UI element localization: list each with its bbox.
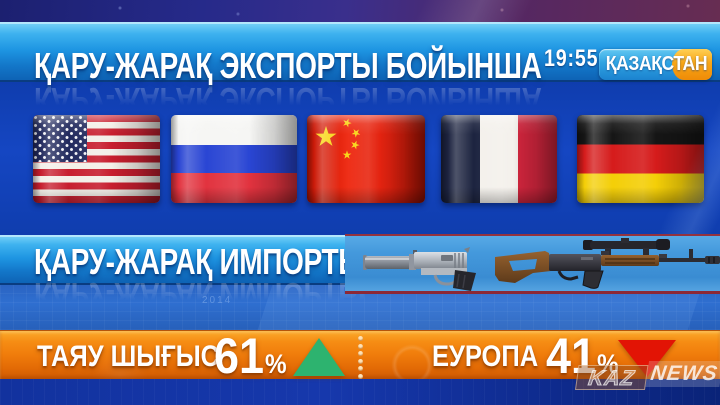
watermark-news: NEWS [645, 361, 720, 387]
flag-gloss [171, 115, 297, 203]
percent-sign: % [596, 349, 619, 379]
channel-logo-accent [672, 49, 712, 80]
usa-canton [33, 115, 87, 163]
stat-value-europe: 41 % [546, 331, 619, 381]
watermark-kaz: KAZ [574, 365, 649, 391]
clock: 19:55 [544, 45, 599, 72]
exports-title-reflection: ҚАРУ-ЖАРАҚ ЭКСПОРТЫ БОЙЫНША [34, 80, 542, 121]
imports-title: ҚАРУ-ЖАРАҚ ИМПОРТЫ [34, 241, 366, 282]
weapons-panel [345, 234, 720, 294]
flag-germany-icon [577, 115, 704, 203]
triangle-down-icon [618, 340, 676, 377]
dot [358, 336, 363, 341]
stat-number: 61 [214, 328, 265, 384]
dot [358, 351, 363, 357]
top-background-strip [0, 0, 720, 22]
dot [358, 343, 363, 349]
channel-logo-text: ҚАЗАҚСТАН [605, 53, 708, 75]
triangle-up-icon [293, 338, 345, 376]
percent-sign: % [264, 349, 287, 379]
imports-title-reflection: ҚАРУ-ЖАРАҚ ИМПОРТЫ [34, 275, 366, 316]
stat-value-middle-east: 61 % [214, 331, 287, 381]
flag-france-icon [441, 115, 557, 203]
sniper-rifle-icon [495, 238, 720, 289]
stats-bar: ТАЯУ ШЫҒЫС 61 % ЕУРОПА 41 % [0, 330, 720, 381]
flags-panel [0, 82, 720, 235]
dot [358, 366, 363, 372]
dots-separator [358, 336, 363, 379]
channel-logo: ҚАЗАҚСТАН [599, 49, 712, 80]
dot [358, 358, 363, 364]
flag-gloss [307, 115, 425, 203]
stat-number: 41 [546, 328, 597, 384]
flag-gloss [33, 115, 160, 203]
dot [358, 373, 363, 379]
flag-united-states-icon [33, 115, 160, 203]
kaznews-watermark: KAZ NEWS [574, 361, 720, 391]
stat-label-europe: ЕУРОПА [432, 340, 539, 373]
stat-label-middle-east: ТАЯУ ШЫҒЫС [37, 340, 220, 373]
background-texture-digits: 2014 [202, 295, 233, 306]
exports-title: ҚАРУ-ЖАРАҚ ЭКСПОРТЫ БОЙЫНША [34, 45, 542, 86]
flag-russia-icon [171, 115, 297, 203]
china-stars [315, 117, 363, 159]
flag-gloss [441, 115, 557, 203]
pistol-with-silencer-icon [363, 247, 476, 291]
flag-china-icon [307, 115, 425, 203]
flag-gloss [577, 115, 704, 203]
bottom-background-strip [0, 379, 720, 405]
